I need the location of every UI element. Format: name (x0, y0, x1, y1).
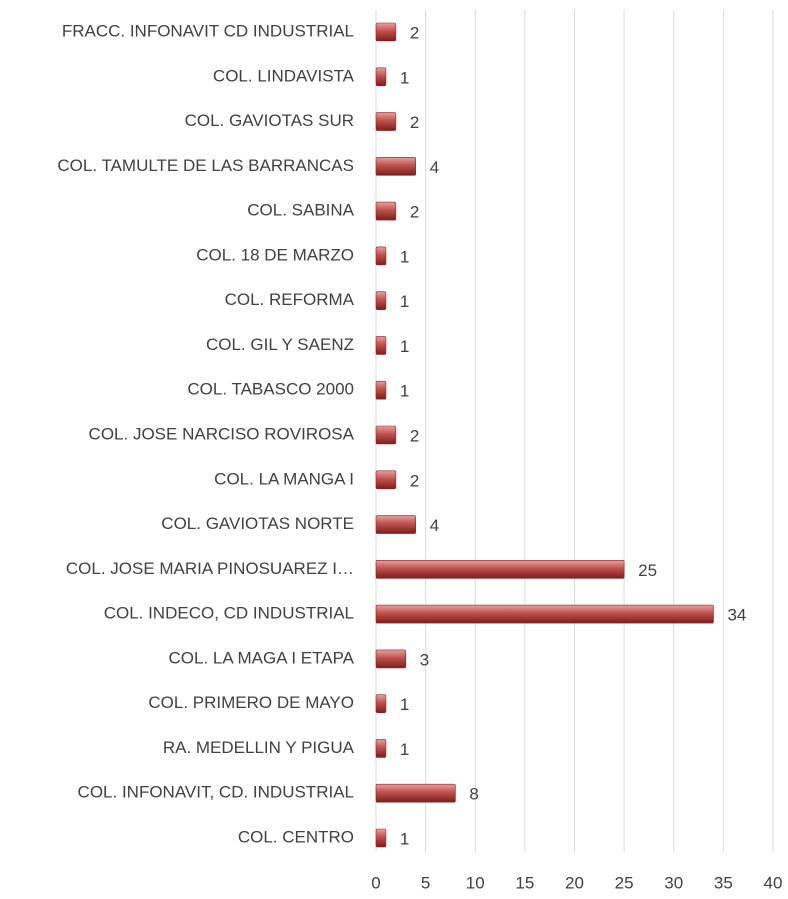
x-tick-label: 0 (371, 873, 380, 892)
bar (375, 470, 397, 490)
y-tick-label: COL. TABASCO 2000 (187, 380, 354, 399)
data-label: 1 (400, 68, 409, 87)
data-label: 34 (727, 606, 746, 625)
y-tick-label: COL. JOSE MARIA PINOSUAREZ I… (66, 559, 354, 578)
y-tick-label: COL. GIL Y SAENZ (206, 335, 354, 354)
bar (375, 67, 387, 87)
y-tick-label: COL. 18 DE MARZO (196, 245, 354, 264)
y-tick-label: COL. CENTRO (238, 827, 354, 846)
data-label: 4 (430, 516, 439, 535)
x-tick-label: 30 (664, 873, 683, 892)
y-tick-label: FRACC. INFONAVIT CD INDUSTRIAL (62, 21, 354, 40)
y-tick-label: RA. MEDELLIN Y PIGUA (163, 738, 355, 757)
bar (375, 828, 387, 848)
data-label: 25 (638, 561, 657, 580)
data-label: 3 (420, 650, 429, 669)
x-tick-label: 40 (764, 873, 783, 892)
bar (375, 515, 417, 534)
data-label: 1 (400, 382, 409, 401)
data-label: 1 (400, 337, 409, 356)
data-label: 4 (430, 158, 439, 177)
data-label: 2 (410, 471, 419, 490)
data-label: 1 (400, 695, 409, 714)
bar (375, 560, 625, 579)
y-tick-label: COL. GAVIOTAS NORTE (161, 514, 354, 533)
bar (375, 425, 397, 445)
bar (375, 336, 387, 355)
x-tick-label: 10 (466, 873, 485, 892)
bar (375, 22, 397, 42)
bar (375, 783, 456, 803)
y-tick-label: COL. LA MANGA I (214, 469, 354, 488)
x-tick-label: 15 (515, 873, 534, 892)
y-tick-label: COL. INDECO, CD INDUSTRIAL (104, 604, 354, 623)
data-label: 1 (400, 829, 409, 848)
data-label: 2 (410, 203, 419, 222)
data-label: 1 (400, 740, 409, 759)
bar (375, 739, 387, 758)
bar (375, 604, 714, 624)
bar (375, 380, 387, 400)
bar (375, 291, 387, 310)
data-label: 8 (469, 785, 478, 804)
y-tick-label: COL. JOSE NARCISO ROVIROSA (89, 424, 355, 443)
y-tick-label: COL. GAVIOTAS SUR (185, 111, 354, 130)
bar (375, 112, 397, 131)
data-label: 2 (410, 426, 419, 445)
bar (375, 157, 417, 176)
data-label: 1 (400, 247, 409, 266)
x-tick-label: 5 (421, 873, 430, 892)
data-label: 2 (410, 23, 419, 42)
data-label: 2 (410, 113, 419, 132)
x-tick-label: 20 (565, 873, 584, 892)
y-tick-label: COL. LA MAGA I ETAPA (169, 648, 355, 667)
data-label: 1 (400, 292, 409, 311)
bar (375, 246, 387, 266)
bar (375, 694, 387, 713)
bar (375, 201, 397, 221)
y-tick-label: COL. INFONAVIT, CD. INDUSTRIAL (78, 783, 354, 802)
x-tick-label: 35 (714, 873, 733, 892)
bar (375, 649, 407, 669)
y-tick-label: COL. REFORMA (225, 290, 355, 309)
y-tick-label: COL. LINDAVISTA (213, 66, 355, 85)
y-tick-label: COL. TAMULTE DE LAS BARRANCAS (57, 156, 354, 175)
y-tick-label: COL. PRIMERO DE MAYO (148, 693, 354, 712)
x-tick-label: 25 (615, 873, 634, 892)
y-tick-label: COL. SABINA (247, 201, 354, 220)
